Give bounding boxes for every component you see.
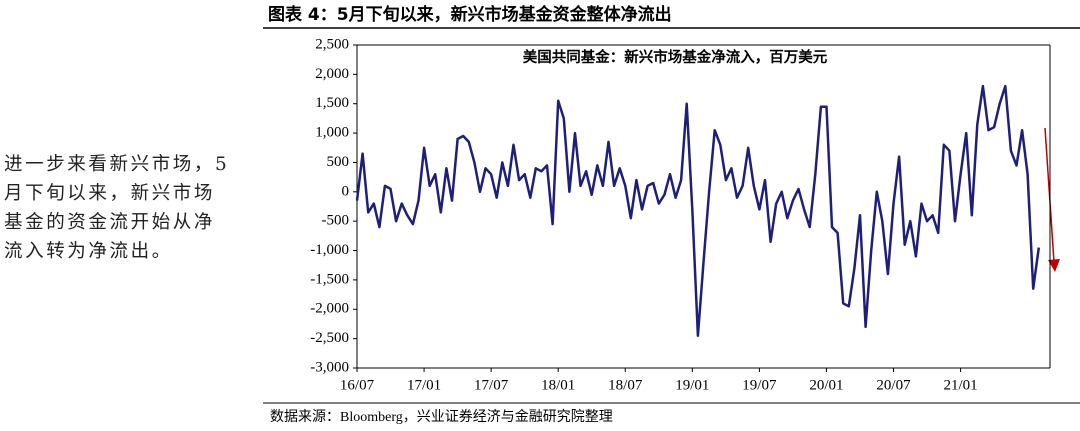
x-tick-label: 17/01 (407, 377, 441, 393)
side-line: 月下旬以来，新兴市场 (4, 183, 216, 204)
y-tick-label: 0 (342, 183, 350, 199)
source: 数据来源：Bloomberg，兴业证券经济与金融研究院整理 (270, 409, 613, 425)
data-line (355, 84, 1041, 337)
y-tick-label: -2,000 (310, 301, 349, 317)
y-tick-label: -1,000 (310, 242, 349, 258)
side-line: 基金的资金流开始从净 (4, 212, 216, 233)
chart-title: 美国共同基金：新兴市场基金净流入，百万美元 (523, 48, 828, 66)
y-tick-label: -3,000 (310, 359, 349, 375)
y-tick-label: 500 (327, 154, 350, 170)
x-tick-label: 21/01 (943, 377, 977, 393)
y-tick-label: -1,500 (310, 271, 349, 287)
figure-title: 图表 4：5月下旬以来，新兴市场基金资金整体净流出 (268, 4, 672, 25)
y-tick-label: -500 (322, 213, 350, 229)
x-tick-label: 18/01 (541, 377, 575, 393)
x-tick-label: 19/01 (675, 377, 709, 393)
x-tick-label: 16/07 (340, 377, 375, 393)
y-tick-label: 2,000 (315, 66, 349, 82)
x-tick-label: 20/01 (809, 377, 843, 393)
side-line: 流入转为净流出。 (4, 241, 173, 262)
arrow-head (1048, 259, 1060, 272)
side-text: 进一步来看新兴市场，5 月下旬以来，新兴市场 基金的资金流开始从净 流入转为净流… (4, 150, 229, 266)
x-tick-label: 19/07 (742, 377, 777, 393)
y-tick-label: 1,000 (315, 125, 349, 141)
x-tick-label: 20/07 (876, 377, 911, 393)
x-tick-label: 17/07 (474, 377, 509, 393)
y-tick-label: 1,500 (315, 95, 349, 111)
y-tick-label: -2,500 (310, 330, 349, 346)
x-tick-label: 18/07 (608, 377, 643, 393)
side-line: 进一步来看新兴市场，5 (4, 154, 230, 175)
y-tick-label: 2,500 (315, 36, 349, 52)
